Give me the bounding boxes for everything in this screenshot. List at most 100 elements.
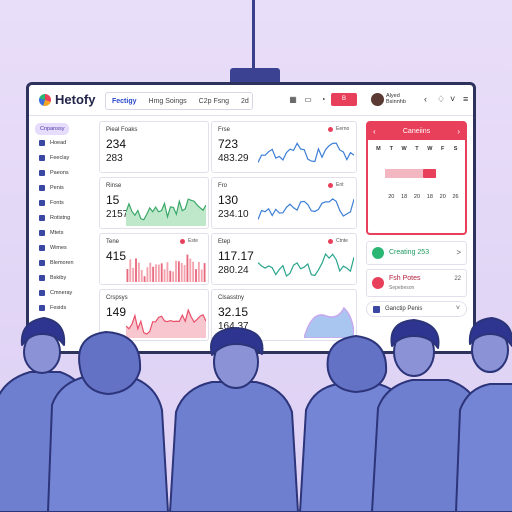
tab-c2p-fsng[interactable]: C2p Fsng bbox=[198, 97, 230, 105]
sidebar-item-label: Hoead bbox=[50, 140, 67, 146]
bar-mark bbox=[169, 270, 172, 282]
sidebar-item-7[interactable]: Mtets bbox=[39, 228, 63, 238]
sidebar-item-label: Mtets bbox=[50, 230, 64, 236]
metric-card-2[interactable]: Rinse 15 2157 bbox=[99, 177, 209, 229]
sidebar-item-6[interactable]: Rotistng bbox=[39, 213, 70, 223]
calendar-day[interactable]: 18 bbox=[426, 194, 433, 200]
calendar-day[interactable]: 18 bbox=[401, 194, 408, 200]
sidebar-item-2[interactable]: Feeclay bbox=[39, 153, 69, 163]
chevron-left-icon[interactable]: ‹ bbox=[424, 94, 427, 104]
user-name: Alyed bbox=[386, 93, 400, 99]
sidebar-item-9[interactable]: Blemoren bbox=[39, 258, 74, 268]
bell-icon bbox=[39, 260, 45, 266]
calendar-day[interactable]: 20 bbox=[439, 194, 446, 200]
sidebar-item-12[interactable]: Fesids bbox=[39, 303, 66, 313]
chart-icon bbox=[39, 230, 45, 236]
metric-card-0[interactable]: Pieal Foaks 234 283 bbox=[99, 121, 209, 173]
tab-fectigy[interactable]: Fectigy bbox=[112, 97, 137, 105]
sidebar-item-8[interactable]: Wimes bbox=[39, 243, 67, 253]
header-action-button[interactable]: B bbox=[331, 93, 357, 106]
chevron-right-icon[interactable]: › bbox=[457, 127, 460, 136]
user-role: Bsinnhb bbox=[386, 99, 406, 105]
card-primary-value: 130 bbox=[218, 193, 239, 207]
chevron-down-icon: ˅ bbox=[455, 305, 460, 312]
sidebar-item-4[interactable]: Penis bbox=[39, 183, 64, 193]
calendar-day[interactable]: 20 bbox=[413, 194, 421, 200]
status-card[interactable]: Creating 253 > bbox=[366, 241, 467, 265]
card-label: Tene bbox=[106, 239, 120, 245]
tab-2d[interactable]: 2d bbox=[241, 97, 249, 105]
bar-mark bbox=[200, 269, 203, 282]
bar-mark bbox=[152, 266, 155, 282]
metric-card-4[interactable]: Tene 415 Este bbox=[99, 233, 209, 285]
sidebar-item-label: Wimes bbox=[50, 245, 67, 251]
chevron-left-icon[interactable]: ‹ bbox=[373, 127, 376, 136]
sparkline-chart bbox=[258, 252, 354, 278]
bar-mark bbox=[160, 263, 163, 282]
avatar[interactable] bbox=[371, 93, 384, 106]
status-value: > bbox=[456, 248, 461, 257]
weekday-label: W bbox=[401, 146, 407, 152]
calendar-day[interactable] bbox=[397, 169, 411, 178]
sidebar-item-1[interactable]: Hoead bbox=[39, 138, 66, 148]
chevron-down-icon[interactable]: ˅ bbox=[450, 94, 456, 104]
bar-mark bbox=[197, 262, 200, 282]
bell-outline-icon[interactable]: ♢ bbox=[437, 94, 446, 104]
help-icon bbox=[39, 305, 45, 311]
card-primary-value: 32.15 bbox=[218, 305, 249, 319]
metric-card-1[interactable]: Frse 723 483.29 Eerno bbox=[211, 121, 357, 173]
pie-icon bbox=[39, 155, 45, 161]
card-secondary-value: 164.37 bbox=[218, 321, 249, 332]
filter-dropdown[interactable]: Ganctip Penis ˅ bbox=[366, 301, 467, 317]
area-mark bbox=[304, 306, 354, 338]
metric-card-3[interactable]: Fro 130 234.10 Ent bbox=[211, 177, 357, 229]
sidebar-item-3[interactable]: Paeons bbox=[39, 168, 69, 178]
calendar-day[interactable] bbox=[423, 169, 437, 178]
doc-icon bbox=[39, 185, 45, 191]
sidebar-item-11[interactable]: Cmneray bbox=[39, 288, 72, 298]
weekday-label: S bbox=[453, 146, 458, 152]
filter-label: Ganctip Penis bbox=[385, 306, 423, 312]
tab-bar: Fectigy Hmg Soings C2p Fsng 2d bbox=[105, 92, 253, 110]
metric-card-6[interactable]: Crspsys 149 bbox=[99, 289, 209, 341]
bar-mark bbox=[180, 262, 183, 282]
grid-icon[interactable]: ▦ bbox=[289, 95, 297, 104]
screen-mount bbox=[230, 68, 280, 82]
calendar-day[interactable] bbox=[384, 169, 398, 178]
status-dot bbox=[328, 239, 333, 244]
status-dot bbox=[328, 127, 333, 132]
area-fill bbox=[126, 310, 206, 338]
card-badge: Ent bbox=[336, 182, 344, 188]
ceiling-cable bbox=[252, 0, 255, 72]
calendar-day[interactable]: 20 bbox=[388, 194, 395, 200]
bar-mark bbox=[146, 267, 149, 282]
metric-card-5[interactable]: Etep 117.17 280.24 Ctnte bbox=[211, 233, 357, 285]
sidebar-item-label: Feeclay bbox=[50, 155, 70, 161]
calendar-day[interactable]: 26 bbox=[452, 194, 459, 200]
sidebar-item-label: Cnpanssy bbox=[40, 126, 65, 132]
monitor-icon[interactable]: ▭ bbox=[304, 95, 312, 104]
sidebar-item-5[interactable]: Fonts bbox=[39, 198, 64, 208]
sparkline-chart bbox=[126, 254, 206, 282]
card-badge: Eerno bbox=[336, 126, 350, 132]
tag-icon bbox=[39, 275, 45, 281]
menu-icon[interactable]: ≡ bbox=[463, 94, 469, 104]
bar-mark bbox=[132, 267, 135, 282]
card-primary-value: 117.17 bbox=[218, 249, 254, 263]
task-card[interactable]: Fsh Potes Sepebeson 22 bbox=[366, 269, 467, 297]
weekday-label: M bbox=[376, 146, 381, 152]
sidebar-item-10[interactable]: Bskiby bbox=[39, 273, 66, 283]
logo-icon bbox=[39, 94, 51, 106]
card-secondary-value: 234.10 bbox=[218, 209, 249, 220]
gear-icon bbox=[39, 245, 45, 251]
sidebar-item-label: Fonts bbox=[50, 200, 64, 206]
app-logo[interactable]: Hetofy bbox=[55, 92, 96, 107]
sidebar-item-0[interactable]: Cnpanssy bbox=[35, 123, 70, 135]
tab-hmg-soings[interactable]: Hmg Soings bbox=[148, 97, 187, 105]
sidebar-item-label: Paeons bbox=[50, 170, 69, 176]
task-label: Fsh Potes bbox=[389, 275, 421, 282]
bell-icon[interactable]: ◔ bbox=[320, 95, 326, 104]
card-primary-value: 15 bbox=[106, 193, 120, 207]
calendar-day[interactable] bbox=[410, 169, 424, 178]
task-icon bbox=[372, 277, 384, 289]
